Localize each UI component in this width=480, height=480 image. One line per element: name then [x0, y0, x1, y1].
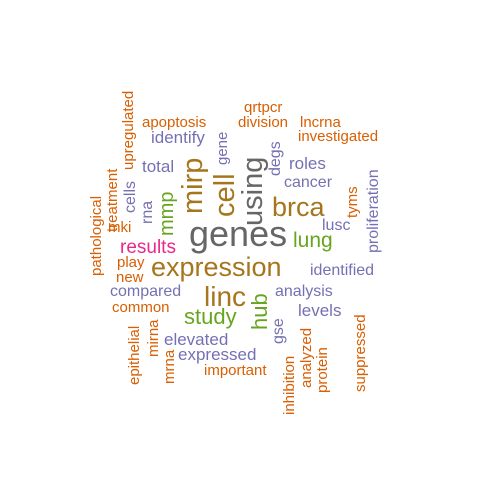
word-mirp: mirp	[176, 157, 209, 214]
word-play: play	[117, 254, 145, 271]
word-lung: lung	[293, 229, 333, 252]
word-results: results	[120, 237, 176, 258]
word-mmp: mmp	[156, 191, 178, 236]
word-upregulated: upregulated	[120, 90, 138, 170]
word-lncrna: lncrna	[300, 114, 341, 131]
word-proliferation: proliferation	[365, 169, 383, 253]
word-protein: protein	[314, 347, 332, 393]
word-common: common	[112, 299, 170, 316]
word-total: total	[142, 157, 175, 176]
word-mrna: mrna	[161, 349, 179, 384]
word-treatment: treatment	[104, 168, 122, 232]
word-roles: roles	[289, 154, 326, 173]
word-lusc: lusc	[322, 217, 351, 234]
word-cancer: cancer	[284, 174, 333, 191]
word-levels: levels	[298, 301, 342, 320]
word-mki: mki	[108, 219, 132, 236]
word-gene: gene	[214, 131, 232, 165]
word-new: new	[116, 269, 144, 286]
word-inhibition: inhibition	[281, 355, 299, 415]
word-rna: rna	[139, 200, 157, 224]
word-epithelial: epithelial	[126, 325, 144, 385]
word-cells: cells	[122, 180, 140, 213]
word-investigated: investigated	[298, 128, 379, 145]
word-analyzed: analyzed	[298, 327, 316, 388]
word-expression: expression	[151, 252, 282, 282]
word-brca: brca	[272, 192, 325, 222]
word-using: using	[236, 156, 269, 226]
word-compared: compared	[110, 283, 182, 300]
word-important: important	[204, 362, 267, 379]
word-degs: degs	[267, 141, 285, 176]
word-cell: cell	[208, 173, 241, 217]
word-hub: hub	[246, 293, 272, 330]
word-linc: linc	[204, 281, 247, 312]
word-gse: gse	[270, 318, 288, 344]
word-analysis: analysis	[275, 283, 333, 300]
word-expressed: expressed	[178, 345, 257, 364]
word-study: study	[184, 304, 237, 329]
word-identify: identify	[151, 128, 205, 147]
word-tyms: tyms	[344, 186, 362, 218]
word-apoptosis: apoptosis	[142, 114, 207, 131]
word-identified: identified	[310, 262, 375, 279]
word-genes: genes	[189, 213, 288, 254]
word-mirna: mirna	[145, 319, 163, 357]
word-suppressed: suppressed	[352, 314, 370, 392]
word-qrtpcr: qrtpcr	[244, 99, 283, 116]
word-pathological: pathological	[88, 195, 106, 276]
word-elevated: elevated	[164, 330, 229, 349]
word-division: division	[238, 114, 289, 131]
